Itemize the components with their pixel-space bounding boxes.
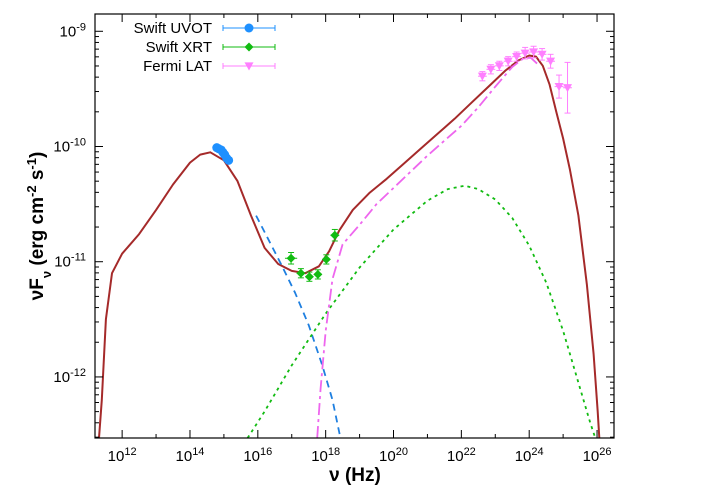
fermi-lat-point [546,57,556,66]
y-tick-label: 10-10 [53,137,86,156]
x-tick-label-base: 10 [108,448,125,465]
y-tick-label-base: 10 [53,139,70,156]
y-tick-label-exp: -11 [71,252,86,264]
swift-xrt-point [304,272,314,282]
y-tick-label-base: 10 [60,23,77,40]
legend-label: Fermi LAT [143,58,212,75]
legend-marker [244,23,254,33]
fermi-lat-point [554,82,564,92]
model-curves [97,54,601,438]
swift-xrt-point [286,253,296,263]
x-tick-label-base: 10 [583,448,600,465]
x-tick-label-exp: 18 [328,446,340,458]
x-tick-label: 1014 [176,446,205,465]
y-tick-label-exp: -12 [70,367,86,379]
legend: Swift UVOT Swift XRT Fermi LAT [134,20,276,75]
fermi-lat-point [563,84,573,93]
x-tick-label: 1016 [243,446,272,465]
legend-label: Swift UVOT [134,20,212,37]
x-tick-label-base: 10 [311,448,328,465]
fermi-lat-point [494,62,504,71]
x-tick-label: 1020 [379,446,408,465]
x-tick-label: 1024 [515,446,544,465]
x-tick-label-exp: 26 [599,446,611,458]
model-curve-total [97,54,601,438]
x-tick-label-exp: 16 [260,446,272,458]
y-tick-label-base: 10 [54,254,71,271]
swift-xrt-point [321,254,331,264]
legend-marker [244,42,254,52]
legend-marker [244,62,254,71]
y-tick-label-exp: -9 [76,21,86,33]
x-tick-label-base: 10 [243,448,260,465]
axis-ticks: 1012 1014 1016 1018 1020 1022 1024 102610-910-1… [53,14,614,465]
x-tick-label-base: 10 [447,448,464,465]
swift-xrt-point [296,268,306,278]
x-axis-label: ν (Hz) [329,465,381,486]
x-tick-label-base: 10 [379,448,396,465]
model-curve-external_compton [316,56,541,438]
model-curve-synchrotron [255,215,342,438]
y-tick-label: 10-11 [54,252,86,271]
plot-frame [94,13,615,439]
x-tick-label: 1022 [447,446,476,465]
swift-uvot-point [224,155,234,165]
x-tick-label-exp: 20 [396,446,408,458]
fermi-lat-point [477,72,487,81]
swift-xrt-point [330,230,340,240]
x-tick-label: 1012 [108,446,137,465]
y-tick-label: 10-9 [60,21,86,40]
fermi-lat-point [486,65,496,74]
y-axis-label: νFν (erg cm-2 s-1) [24,152,54,301]
x-tick-label-exp: 22 [464,446,476,458]
x-tick-label-exp: 12 [124,446,136,458]
x-tick-label: 1026 [583,446,612,465]
x-tick-label: 1018 [311,446,340,465]
y-tick-label: 10-12 [53,367,86,386]
x-tick-label-base: 10 [515,448,532,465]
fermi-lat-point [503,57,513,66]
y-tick-label-exp: -10 [70,137,86,149]
fermi-lat-point [529,48,539,57]
fermi-lat-point [520,49,530,58]
x-tick-label-base: 10 [176,448,193,465]
x-tick-label-exp: 14 [192,446,204,458]
y-tick-label-base: 10 [53,369,70,386]
fermi-lat-point [512,53,522,62]
legend-label: Swift XRT [146,39,212,56]
data-points [212,45,573,282]
swift-xrt-point [313,269,323,279]
fermi-lat-point [537,50,547,59]
x-tick-label-exp: 24 [531,446,543,458]
